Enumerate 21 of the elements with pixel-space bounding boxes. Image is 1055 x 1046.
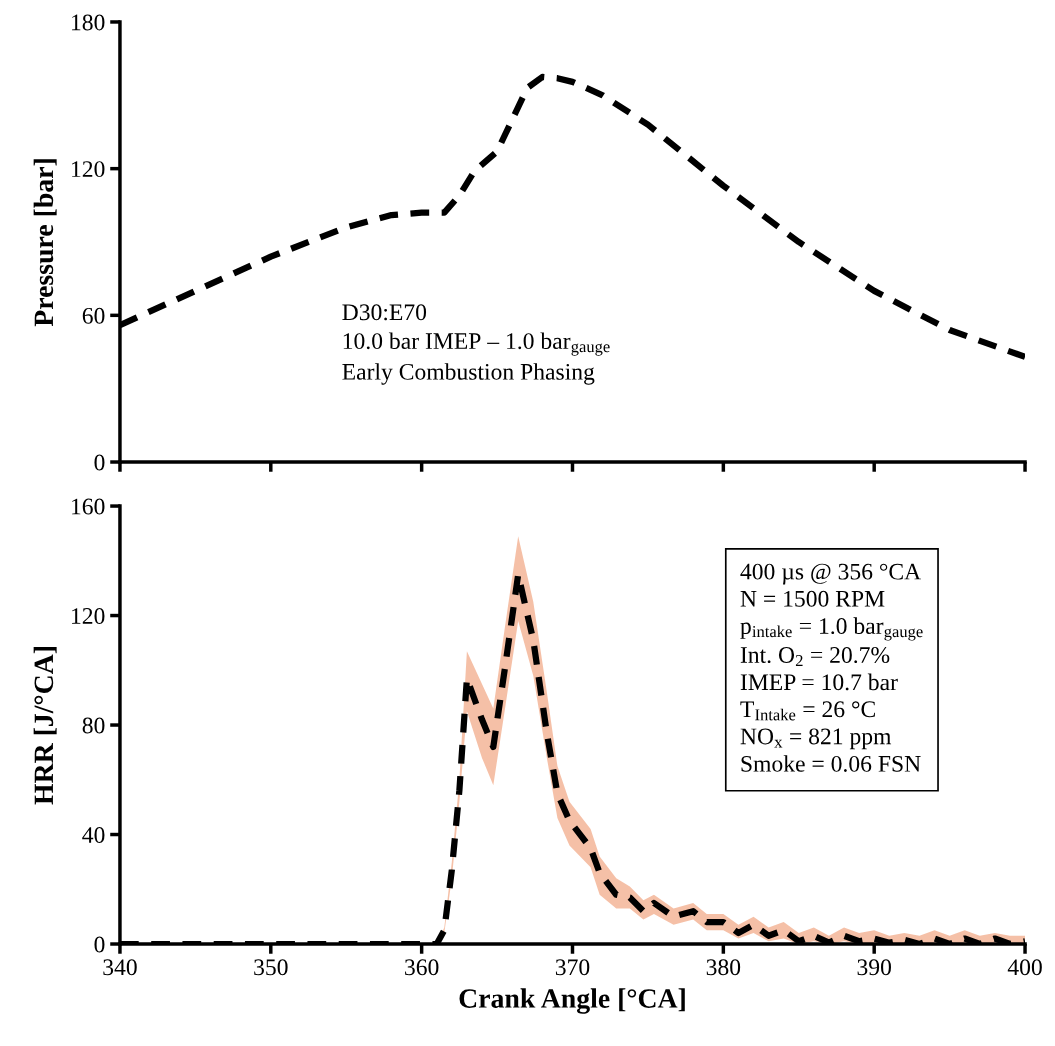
y-tick-label: 180 bbox=[72, 14, 105, 31]
y-tick-label: 40 bbox=[82, 827, 105, 843]
text: 400 µs @ 356 °CA N = 1500 RPM p$_{intake}$ = 1.0 bar$_{gauge}$ Int. O$_{2}$ = 20.7% IMEP = 10.7 bar T$_{Intake}$ = 26 °C NO$_{x}$ = 821 ppm Smoke = 0.06 FSN bbox=[740, 563, 923, 772]
y-tick-label: 160 bbox=[72, 498, 105, 515]
y-tick-label: 120 bbox=[72, 161, 105, 178]
y-tick-label: 60 bbox=[82, 307, 105, 324]
y-tick-label: 120 bbox=[72, 608, 105, 624]
annotation: D30:E70 10.0 bar IMEP – 1.0 bar$_{gauge}$ Early Combustion Phasing bbox=[342, 304, 610, 385]
x-tick-label: 370 bbox=[555, 959, 590, 976]
x-axis-title: Crank Angle [°CA] bbox=[459, 988, 685, 1014]
x-tick-label: 380 bbox=[706, 959, 741, 976]
y-tick-label: 0 bbox=[94, 936, 105, 953]
x-tick-label: 340 bbox=[103, 959, 137, 976]
y-tick-label: 0 bbox=[94, 454, 105, 471]
y-axis-title: Pressure [bar] bbox=[33, 159, 57, 327]
y-axis-title: HRR [J/°CA] bbox=[33, 647, 57, 805]
y-tick-label: 80 bbox=[82, 717, 105, 734]
x-tick-label: 400 bbox=[1007, 959, 1042, 976]
x-tick-label: 350 bbox=[254, 959, 288, 976]
x-tick-label: 390 bbox=[857, 959, 891, 976]
x-tick-label: 360 bbox=[405, 959, 439, 976]
